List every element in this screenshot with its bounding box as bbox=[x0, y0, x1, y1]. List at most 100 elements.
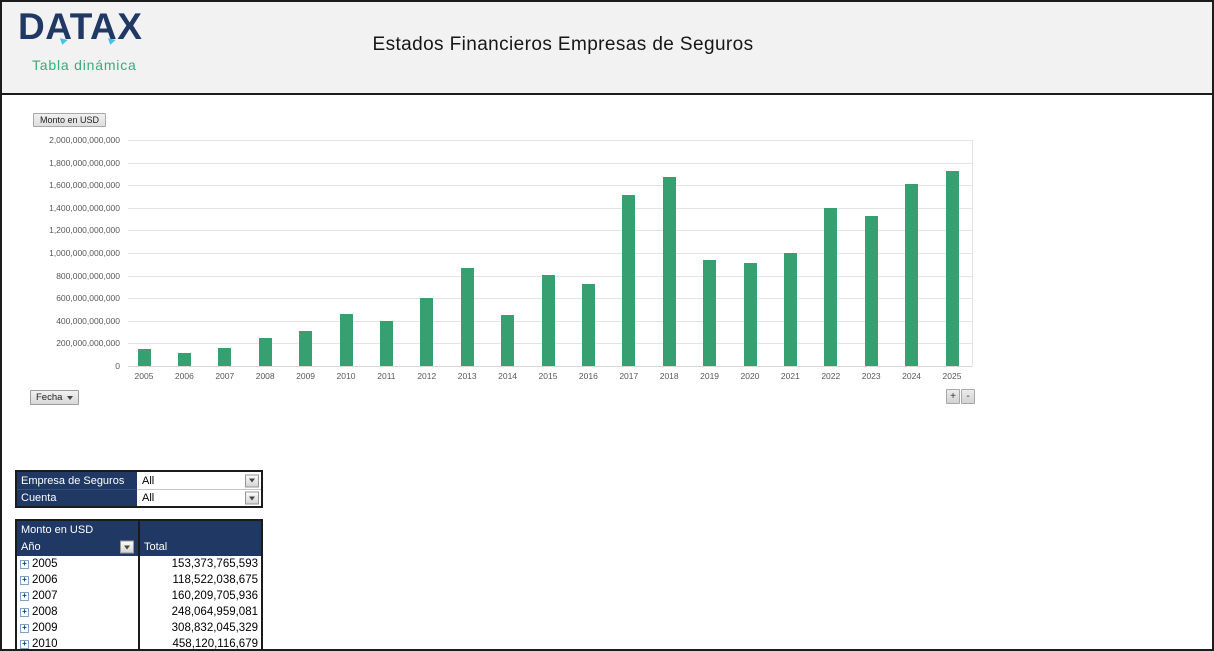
y-tick-label: 400,000,000,000 bbox=[56, 315, 120, 326]
total-value-cell: 248,064,959,081 bbox=[138, 604, 261, 620]
axis-field-label: Fecha bbox=[36, 392, 63, 403]
y-tick-label: 600,000,000,000 bbox=[56, 293, 120, 304]
pivot-data-row: +2008 248,064,959,081 bbox=[17, 604, 261, 620]
dropdown-button[interactable] bbox=[245, 491, 259, 505]
chart-bar bbox=[541, 275, 555, 366]
y-tick-label: 1,400,000,000,000 bbox=[49, 202, 120, 213]
y-tick-label: 1,800,000,000,000 bbox=[49, 157, 120, 168]
expand-row-icon[interactable]: + bbox=[20, 591, 29, 601]
y-gridline bbox=[128, 230, 972, 232]
bar-chart: Monto en USD 0 200,000,000,000 400,000,000… bbox=[2, 96, 1212, 418]
x-tick-label: 2012 bbox=[417, 371, 437, 381]
y-gridline bbox=[128, 253, 972, 254]
collapse-entire-field-button[interactable]: - bbox=[961, 389, 975, 404]
pivot-year-cell: +2010 bbox=[17, 636, 138, 649]
plot-right-border bbox=[972, 140, 973, 366]
y-tick-label: 1,600,000,000,000 bbox=[49, 180, 120, 191]
chart-bar bbox=[137, 349, 151, 366]
filter-row-empresa: Empresa de Seguros All bbox=[17, 472, 261, 489]
filter-value: All bbox=[142, 474, 155, 487]
y-tick-label: 800,000,000,000 bbox=[56, 270, 120, 281]
pivot-year-cell: +2005 bbox=[17, 556, 138, 572]
total-value-cell: 118,522,038,675 bbox=[138, 572, 261, 588]
chart-bar bbox=[460, 268, 474, 366]
total-value-cell: 153,373,765,593 bbox=[138, 556, 261, 572]
chart-bar bbox=[581, 284, 595, 366]
year-label: 2007 bbox=[32, 590, 58, 602]
pivot-total-header: Total bbox=[138, 538, 261, 556]
chart-bar bbox=[905, 184, 919, 366]
x-tick-label: 2017 bbox=[619, 371, 639, 381]
x-tick-label: 2023 bbox=[861, 371, 881, 381]
chevron-down-icon bbox=[124, 545, 130, 549]
x-tick-label: 2018 bbox=[659, 371, 679, 381]
x-tick-label: 2014 bbox=[498, 371, 518, 381]
filter-row-cuenta: Cuenta All bbox=[17, 489, 261, 506]
dropdown-button[interactable] bbox=[245, 474, 259, 487]
chart-bar bbox=[218, 348, 232, 366]
x-tick-label: 2011 bbox=[377, 371, 396, 381]
chart-bar bbox=[299, 331, 313, 366]
pivot-data-row: +2006 118,522,038,675 bbox=[17, 572, 261, 588]
chevron-down-icon bbox=[249, 496, 255, 500]
x-tick-label: 2009 bbox=[296, 371, 316, 381]
chart-axis-field-button[interactable]: Fecha bbox=[30, 390, 80, 405]
filter-label: Cuenta bbox=[17, 489, 137, 506]
x-tick-label: 2010 bbox=[336, 371, 356, 381]
expand-row-icon[interactable]: + bbox=[20, 559, 29, 569]
pivot-rows: +2005 153,373,765,593 +2006 118,522,038,675… bbox=[17, 556, 261, 649]
logo-text: DATAX bbox=[18, 6, 143, 47]
chart-bar bbox=[177, 353, 191, 366]
filter-cuenta-dropdown[interactable]: All bbox=[137, 489, 261, 506]
chart-value-field-button[interactable]: Monto en USD bbox=[33, 113, 107, 127]
pivot-data-row: +2010 458,120,116,679 bbox=[17, 636, 261, 649]
x-tick-label: 2025 bbox=[942, 371, 962, 381]
total-value-cell: 458,120,116,679 bbox=[138, 636, 261, 649]
chevron-down-icon bbox=[67, 395, 74, 400]
chart-bar bbox=[501, 315, 515, 366]
year-label: 2005 bbox=[32, 558, 58, 570]
y-tick-label: 200,000,000,000 bbox=[56, 338, 120, 349]
y-gridline bbox=[128, 207, 972, 209]
y-gridline bbox=[128, 366, 972, 367]
pivot-year-cell: +2006 bbox=[17, 572, 138, 588]
chart-bar bbox=[258, 338, 272, 366]
logo-subtitle: Tabla dinámica bbox=[32, 57, 137, 73]
expand-row-icon[interactable]: + bbox=[20, 575, 29, 585]
expand-row-icon[interactable]: + bbox=[20, 607, 29, 617]
expand-row-icon[interactable]: + bbox=[20, 623, 29, 633]
x-tick-label: 2022 bbox=[821, 371, 841, 381]
chart-bar bbox=[743, 263, 757, 366]
filter-empresa-dropdown[interactable]: All bbox=[137, 472, 261, 489]
x-tick-label: 2020 bbox=[740, 371, 760, 381]
report-filters: Empresa de Seguros All Cuenta All bbox=[15, 470, 263, 508]
pivot-year-cell: +2007 bbox=[17, 588, 138, 604]
pivot-data-row: +2009 308,832,045,329 bbox=[17, 620, 261, 636]
pivot-header-spacer bbox=[138, 521, 261, 538]
expand-row-icon[interactable]: + bbox=[20, 639, 29, 649]
pivot-values-label: Monto en USD bbox=[21, 523, 94, 536]
chart-bar bbox=[864, 216, 878, 366]
expand-entire-field-button[interactable]: + bbox=[946, 389, 960, 404]
row-field-label: Año bbox=[21, 541, 41, 553]
row-field-filter-button[interactable] bbox=[120, 540, 134, 554]
chart-bar bbox=[622, 195, 636, 366]
header: DATAX Tabla dinámica Estados Financieros… bbox=[2, 2, 1212, 95]
year-label: 2008 bbox=[32, 606, 58, 618]
chart-bar bbox=[703, 260, 717, 366]
chart-bar bbox=[662, 177, 676, 366]
x-tick-label: 2006 bbox=[174, 371, 194, 381]
filter-label: Empresa de Seguros bbox=[17, 472, 137, 489]
x-tick-label: 2015 bbox=[538, 371, 558, 381]
pivot-data-row: +2007 160,209,705,936 bbox=[17, 588, 261, 604]
x-tick-label: 2007 bbox=[215, 371, 235, 381]
y-tick-label: 1,000,000,000,000 bbox=[49, 248, 120, 258]
chart-bar bbox=[945, 171, 959, 366]
pivot-year-cell: +2009 bbox=[17, 620, 138, 636]
chevron-down-icon bbox=[249, 478, 255, 483]
x-tick-label: 2013 bbox=[457, 371, 477, 381]
year-label: 2006 bbox=[32, 574, 58, 586]
y-tick-label: 2,000,000,000,000 bbox=[49, 135, 120, 145]
y-gridline bbox=[128, 162, 972, 164]
